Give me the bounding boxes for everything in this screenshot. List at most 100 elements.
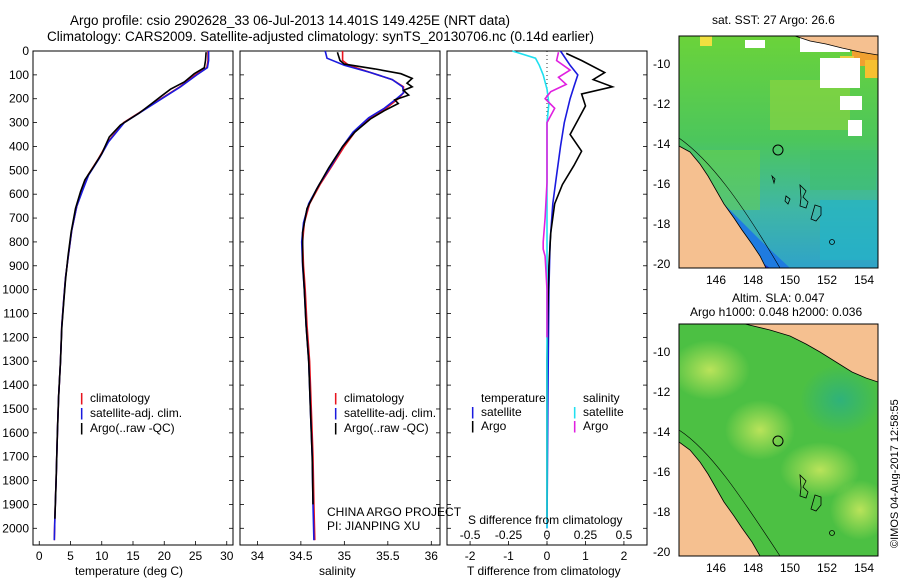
ytick-label: 600 <box>9 187 29 201</box>
ytick-label: 0 <box>22 44 29 58</box>
legend-swatch-sal-satellite: | <box>573 405 577 419</box>
xtick-label: -2 <box>465 549 476 563</box>
ytick-label: 1100 <box>3 307 29 321</box>
plot-frame-temperature <box>32 50 234 546</box>
ytick-label: 1000 <box>2 283 29 297</box>
ytick-label: 100 <box>9 68 29 82</box>
xtick-label-salinity: 0.25 <box>574 528 598 542</box>
xtick-label-salinity: -0.25 <box>495 528 523 542</box>
xtick-label: 15 <box>126 549 140 563</box>
ytick-label: 1900 <box>2 497 29 511</box>
xtick-label: 30 <box>220 549 234 563</box>
xtick-label: 10 <box>95 549 109 563</box>
legend-label-argo: Argo(..raw -QC) <box>344 421 429 435</box>
legend-title-salinity: salinity <box>583 391 620 405</box>
series-line-argo-raw-qc- <box>54 52 207 519</box>
legend-swatch-argo: | <box>334 421 338 435</box>
map-xtick-label: 150 <box>780 561 801 575</box>
xtick-label: 0 <box>36 549 43 563</box>
legend-label-temp-satellite: satellite <box>481 405 522 419</box>
ytick-label: 200 <box>9 92 29 106</box>
xtick-label: 20 <box>158 549 172 563</box>
map-ytick-label: -10 <box>653 57 671 71</box>
title-line-1: Argo profile: csio 2902628_33 06-Jul-201… <box>70 13 511 28</box>
ytick-label: 1800 <box>2 474 29 488</box>
map-ytick-label: -20 <box>653 545 671 559</box>
map-ytick-label: -14 <box>653 425 671 439</box>
map-ytick-label: -18 <box>653 505 671 519</box>
map-ytick-label: -16 <box>653 465 671 479</box>
legend-swatch-temp-satellite: | <box>471 405 475 419</box>
ytick-label: 1300 <box>2 354 29 368</box>
map-xtick-label: 148 <box>743 561 764 575</box>
pi-note: PI: JIANPING XU <box>327 519 421 533</box>
xtick-label: 36 <box>425 549 439 563</box>
xtick-label: 35 <box>338 549 352 563</box>
ytick-label: 400 <box>9 139 29 153</box>
legend-label-temp-argo: Argo <box>481 419 507 433</box>
sla-map-title-2: Argo h1000: 0.048 h2000: 0.036 <box>690 305 863 319</box>
ytick-label: 900 <box>9 259 29 273</box>
xtick-label-salinity: -0.5 <box>460 528 481 542</box>
legend-label-satellite: satellite-adj. clim. <box>90 406 183 420</box>
ytick-label: 1500 <box>2 402 29 416</box>
legend-swatch-sal-argo: | <box>573 419 577 433</box>
plot-frame-salinity <box>239 50 441 546</box>
map-ytick-label: -10 <box>653 345 671 359</box>
map-ytick-label: -14 <box>653 137 671 151</box>
map-xtick-label: 146 <box>706 273 727 287</box>
sst-map-title: sat. SST: 27 Argo: 26.6 <box>712 13 835 27</box>
title-line-2: Climatology: CARS2009. Satellite-adjuste… <box>47 29 595 44</box>
xtick-label: -1 <box>503 549 514 563</box>
map-ytick-label: -12 <box>653 97 671 111</box>
map-ytick-label: -20 <box>653 257 671 271</box>
map-xtick-label: 154 <box>854 273 875 287</box>
xtick-label: 25 <box>189 549 203 563</box>
xtick-label: 5 <box>67 549 74 563</box>
map-xtick-label: 152 <box>817 561 838 575</box>
xtick-label: 0 <box>544 549 551 563</box>
map-xtick-label: 150 <box>780 273 801 287</box>
xtick-label: 34 <box>251 549 265 563</box>
xtick-label-salinity: 0.5 <box>616 528 633 542</box>
legend-label-argo: Argo(..raw -QC) <box>90 421 175 435</box>
ytick-label: 1600 <box>2 426 29 440</box>
s-difference-xlabel: S difference from climatology <box>468 513 623 527</box>
legend-swatch-climatology: | <box>334 391 338 405</box>
xtick-label: 2 <box>621 549 628 563</box>
map-xtick-label: 146 <box>706 561 727 575</box>
sst-map <box>678 35 879 269</box>
map-xtick-label: 148 <box>743 273 764 287</box>
legend-swatch-temp-argo: | <box>471 419 475 433</box>
ytick-label: 800 <box>9 235 29 249</box>
ytick-label: 300 <box>9 116 29 130</box>
legend-label-sal-satellite: satellite <box>583 405 624 419</box>
ytick-label: 500 <box>9 163 29 177</box>
t-difference-xlabel: T difference from climatology <box>467 564 621 578</box>
ytick-label: 1400 <box>2 378 29 392</box>
legend-swatch-argo: | <box>80 421 84 435</box>
sla-map-title-1: Altim. SLA: 0.047 <box>732 291 825 305</box>
xtick-label: 1 <box>582 549 589 563</box>
temperature-xlabel: temperature (deg C) <box>75 564 184 578</box>
ytick-label: 700 <box>9 211 29 225</box>
series-line-argo-raw-qc- <box>301 51 414 505</box>
map-ytick-label: -16 <box>653 177 671 191</box>
legend-label-sal-argo: Argo <box>583 419 609 433</box>
series-line-salinity-argo <box>542 52 572 338</box>
project-note: CHINA ARGO PROJECT <box>327 505 462 519</box>
legend-swatch-satellite: | <box>334 406 338 420</box>
map-xtick-label: 152 <box>817 273 838 287</box>
legend-label-climatology: climatology <box>90 391 151 405</box>
legend-swatch-satellite: | <box>80 406 84 420</box>
ytick-label: 1200 <box>2 330 29 344</box>
sla-map <box>678 323 879 557</box>
imos-timestamp: ©IMOS 04-Aug-2017 12:58:55 <box>889 399 900 548</box>
xtick-label: 35.5 <box>376 549 400 563</box>
ytick-label: 1700 <box>2 450 29 464</box>
map-xtick-label: 154 <box>854 561 875 575</box>
legend-title-temperature: temperature <box>481 391 546 405</box>
map-ytick-label: -12 <box>653 385 671 399</box>
salinity-xlabel: salinity <box>319 564 356 578</box>
